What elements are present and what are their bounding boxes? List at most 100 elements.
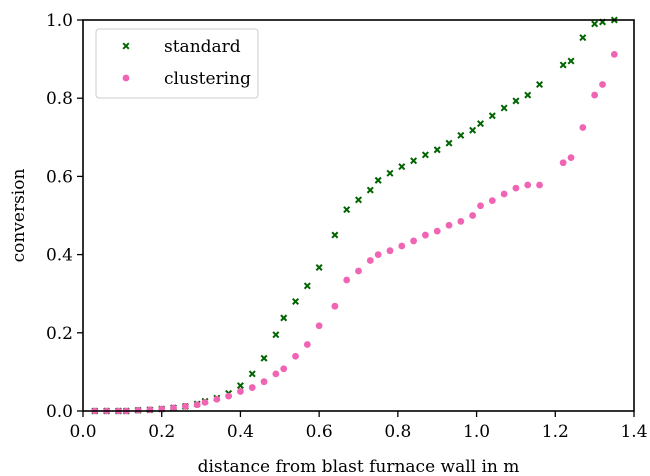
data-point-standard	[433, 146, 441, 154]
legend-box	[95, 28, 259, 99]
legend-marker-dot	[122, 74, 130, 82]
data-point-clustering	[146, 406, 154, 414]
y-axis: 0.0 0.2 0.4 0.6 0.8 1.0	[46, 11, 83, 422]
data-point-clustering	[303, 341, 311, 348]
data-point-clustering	[193, 401, 201, 409]
x-tick-label: 0.0	[69, 422, 96, 442]
y-axis-label: conversion	[9, 169, 29, 263]
data-point-standard	[469, 126, 477, 134]
data-point-standard	[524, 91, 532, 99]
data-point-standard	[536, 81, 544, 89]
data-point-standard	[512, 97, 520, 105]
x-tick-label: 1.4	[620, 422, 647, 442]
data-point-clustering	[213, 395, 221, 403]
data-point-clustering	[524, 181, 532, 189]
y-tick-label: 0.2	[46, 324, 73, 344]
x-axis-label: distance from blast furnace wall in m	[198, 457, 520, 476]
x-tick-label: 1.2	[542, 422, 569, 442]
data-point-clustering	[512, 184, 520, 192]
data-point-standard	[366, 186, 374, 194]
x-tick-label: 0.8	[384, 422, 411, 442]
data-point-standard	[303, 282, 311, 290]
y-tick-label: 0.4	[46, 246, 73, 266]
x-tick-label: 0.6	[306, 422, 333, 442]
data-point-standard	[292, 298, 300, 306]
data-point-clustering	[599, 81, 606, 88]
data-point-clustering	[477, 202, 484, 210]
data-point-clustering	[567, 154, 575, 162]
data-point-clustering	[488, 197, 496, 205]
legend-marker-clustering	[122, 74, 130, 82]
legend-label-clustering: clustering	[164, 69, 251, 89]
data-point-clustering	[500, 190, 508, 198]
data-point-standard	[386, 169, 394, 177]
chart-marks	[91, 16, 618, 415]
data-point-clustering	[536, 181, 543, 189]
data-point-standard	[343, 206, 351, 214]
x-tick-label: 0.4	[227, 422, 254, 442]
data-point-clustering	[170, 404, 177, 412]
data-point-clustering	[248, 384, 256, 391]
data-point-standard	[248, 370, 256, 378]
data-point-clustering	[422, 231, 429, 239]
legend-label-standard: standard	[164, 37, 241, 57]
data-point-clustering	[280, 365, 288, 373]
data-point-standard	[280, 314, 288, 322]
legend-marker-standard	[122, 42, 130, 50]
data-point-standard	[331, 231, 339, 239]
y-tick-label: 1.0	[46, 11, 73, 31]
data-point-clustering	[457, 217, 465, 225]
data-point-clustering	[433, 227, 441, 235]
data-point-clustering	[260, 378, 268, 386]
data-point-standard	[260, 354, 268, 362]
x-tick-label: 0.2	[148, 422, 175, 442]
data-point-clustering	[315, 322, 323, 330]
data-point-clustering	[579, 124, 587, 131]
data-point-standard	[567, 57, 575, 65]
data-point-standard	[591, 20, 599, 28]
data-point-clustering	[610, 51, 618, 58]
data-point-clustering	[591, 91, 599, 99]
data-point-standard	[374, 176, 382, 184]
data-point-standard	[579, 34, 587, 42]
data-point-clustering	[559, 159, 567, 167]
data-point-clustering	[374, 251, 382, 258]
series-clustering	[91, 51, 618, 415]
data-point-clustering	[410, 237, 417, 245]
data-point-standard	[354, 196, 363, 204]
data-point-clustering	[445, 221, 453, 229]
x-tick-label: 1.0	[463, 422, 490, 442]
data-point-standard	[398, 163, 406, 171]
y-tick-label: 0.6	[46, 167, 73, 187]
data-point-clustering	[398, 242, 406, 250]
data-point-standard	[500, 104, 508, 112]
x-axis: 0.0 0.2 0.4 0.6 0.8 1.0 1.2 1.4	[69, 411, 648, 442]
data-point-clustering	[366, 257, 374, 264]
y-tick-label: 0.8	[46, 89, 73, 109]
plot-frame	[82, 19, 635, 412]
data-point-clustering	[292, 352, 299, 360]
data-point-standard	[315, 263, 323, 272]
legend-marker-x	[122, 42, 130, 50]
data-point-clustering	[225, 392, 233, 400]
data-point-clustering	[237, 388, 244, 395]
data-point-clustering	[181, 402, 189, 410]
data-point-standard	[445, 139, 453, 147]
data-point-standard	[236, 382, 244, 390]
data-point-standard	[457, 131, 465, 139]
data-point-clustering	[343, 276, 351, 284]
data-point-standard	[477, 120, 485, 128]
data-point-standard	[410, 157, 418, 165]
data-point-standard	[488, 112, 496, 120]
data-point-standard	[559, 61, 567, 69]
y-tick-label: 0.0	[46, 402, 73, 422]
data-point-clustering	[469, 212, 477, 219]
data-point-clustering	[201, 398, 209, 406]
data-point-clustering	[355, 267, 362, 275]
legend: standard clustering	[95, 28, 259, 99]
data-point-clustering	[331, 302, 339, 310]
data-point-clustering	[272, 370, 280, 378]
data-point-standard	[421, 151, 429, 159]
data-point-standard	[272, 331, 280, 339]
